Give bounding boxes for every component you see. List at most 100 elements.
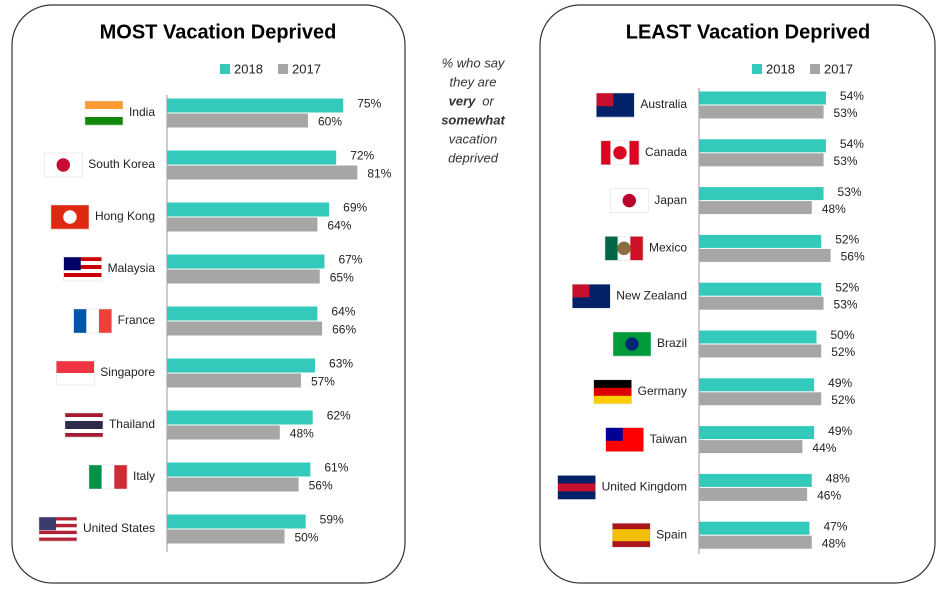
category-label: Mexico [649, 241, 687, 255]
flag-border [612, 331, 652, 357]
flag-stripe [64, 417, 103, 422]
flag-stripe [63, 261, 102, 266]
value-label: 52% [835, 280, 859, 294]
bar [167, 269, 320, 284]
flag-stripe [88, 465, 102, 489]
category-label: Italy [133, 469, 155, 483]
value-label: 50% [295, 531, 319, 545]
value-label: 52% [835, 233, 859, 247]
note-text: they are [450, 74, 497, 89]
note-text: % who say [442, 55, 506, 70]
bar [699, 535, 812, 549]
flag-canton [38, 517, 57, 531]
flag-border [612, 522, 651, 548]
bar [699, 282, 822, 296]
flag-stripe [593, 387, 632, 396]
flag-border [63, 256, 102, 282]
legend-swatch [278, 64, 288, 74]
flag-emblem [56, 158, 71, 172]
bar [699, 139, 826, 153]
flag-stripe [612, 541, 651, 548]
legend-swatch [220, 64, 230, 74]
flag-border [593, 379, 632, 405]
flag-stripe [38, 520, 77, 525]
note-text: very [449, 93, 477, 108]
bar [167, 462, 311, 477]
bar [699, 201, 812, 215]
flag-stripe [84, 117, 123, 126]
flag-stripe [38, 534, 77, 538]
flag-stripe [629, 140, 640, 165]
flag-stripe [600, 140, 611, 165]
flag-stripe [64, 425, 103, 430]
value-label: 67% [338, 253, 362, 267]
value-label: 59% [320, 513, 344, 527]
value-label: 61% [324, 461, 348, 475]
category-label: France [118, 313, 156, 327]
bar [167, 514, 306, 529]
flag-stripe [38, 527, 77, 531]
legend-label: 2018 [766, 61, 795, 76]
flag-stripe [73, 309, 87, 333]
bar [699, 378, 815, 392]
bar [699, 105, 824, 119]
value-label: 50% [831, 328, 855, 342]
flag-stripe [604, 236, 618, 261]
bar [167, 477, 299, 492]
flag-border [56, 360, 95, 386]
flag-stripe [64, 413, 103, 418]
category-label: Japan [654, 193, 687, 207]
value-label: 49% [828, 424, 852, 438]
value-label: 48% [290, 427, 314, 441]
category-label: United States [83, 521, 155, 535]
note-text: deprived [448, 150, 499, 165]
flag-emblem [63, 210, 77, 224]
category-label: Germany [638, 384, 687, 398]
value-label: 49% [828, 376, 852, 390]
value-label: 53% [834, 154, 858, 168]
legend-swatch [810, 64, 820, 74]
category-label: Taiwan [650, 432, 687, 446]
bar [167, 410, 313, 425]
category-label: Canada [645, 145, 687, 159]
flag-emblem [625, 337, 639, 351]
bar [167, 321, 323, 336]
value-label: 57% [311, 375, 335, 389]
flag-stripe [56, 373, 95, 386]
bar [699, 296, 824, 310]
flag-stripe [86, 309, 100, 333]
category-label: Thailand [109, 417, 155, 431]
note-text: vacation [449, 131, 497, 146]
flag-stripe [63, 257, 102, 262]
value-label: 53% [834, 106, 858, 120]
bar [699, 426, 815, 440]
bar [699, 91, 826, 105]
value-label: 69% [343, 201, 367, 215]
flag-stripe [63, 265, 102, 270]
bar [699, 234, 822, 248]
flag-stripe [114, 465, 128, 489]
legend-label: 2017 [824, 61, 853, 76]
value-label: 81% [367, 167, 391, 181]
flag-border [604, 236, 644, 261]
flag-border [605, 427, 644, 452]
value-label: 60% [318, 115, 342, 129]
chart-title: MOST Vacation Deprived [100, 21, 337, 43]
value-label: 47% [823, 519, 847, 533]
value-label: 56% [309, 479, 333, 493]
flag-stripe [612, 523, 651, 530]
value-label: 54% [840, 89, 864, 103]
bar [699, 153, 824, 167]
value-label: 52% [831, 393, 855, 407]
category-label: Brazil [657, 336, 687, 350]
value-label: 63% [329, 357, 353, 371]
flag-stripe [63, 273, 102, 278]
flag-stripe [557, 483, 596, 492]
bar [167, 425, 280, 440]
flag-stripe [557, 491, 596, 500]
flag-border [610, 188, 649, 213]
value-label: 75% [357, 97, 381, 111]
flag-stripe [557, 475, 596, 484]
flag-emblem [613, 146, 627, 160]
flag-stripe [63, 269, 102, 274]
